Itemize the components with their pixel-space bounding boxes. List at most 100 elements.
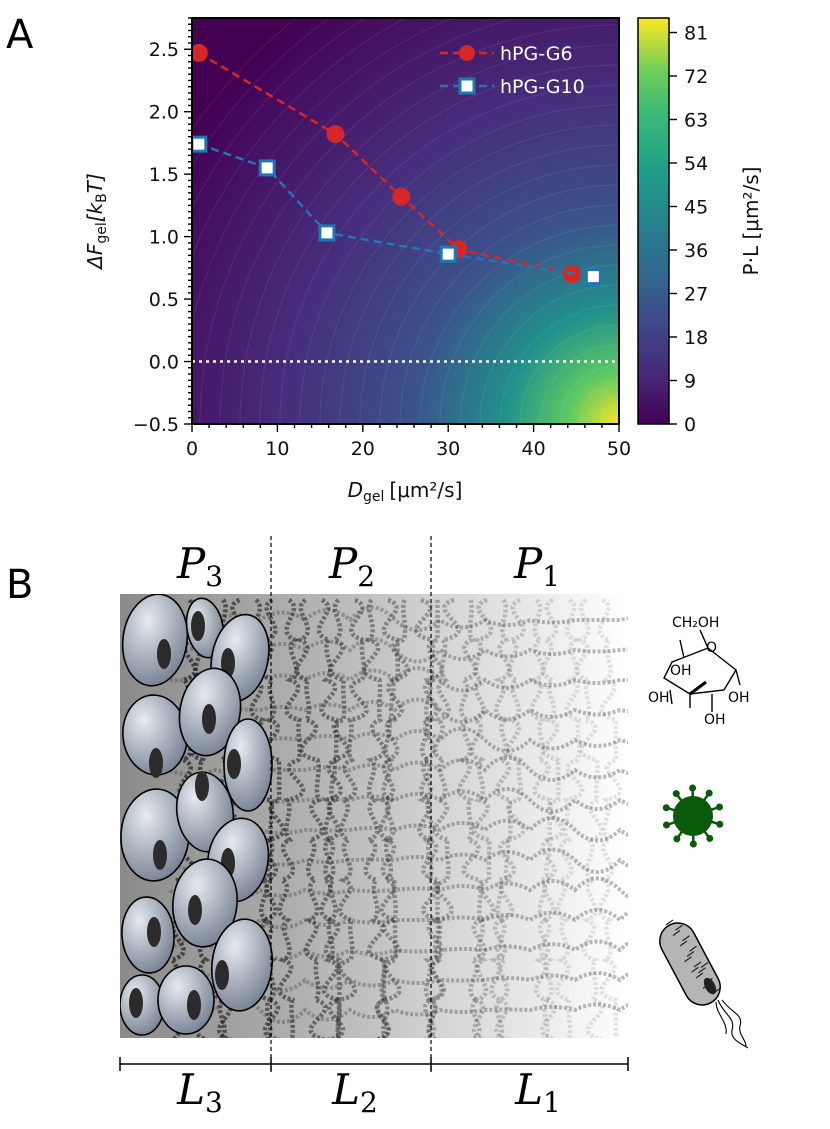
bacterium-flagella [715, 999, 749, 1049]
bacterium-pilus [686, 951, 695, 957]
legend-marker-g10 [458, 77, 476, 95]
glucose-label-ch2oh: CH₂OH [672, 615, 719, 631]
polymer-strand [425, 597, 461, 1038]
virus-spike-tip [689, 784, 697, 792]
cell-nucleus [195, 771, 209, 801]
colorbar-gradient [637, 17, 670, 425]
x-axis-title: Dgel [μm²/s] [348, 478, 463, 505]
polymer-strand [469, 597, 496, 1038]
glucose-label-oh-2: OH [648, 690, 670, 706]
x-axis: 0 10 20 30 40 50 [186, 424, 631, 460]
bacterium-pilus [693, 961, 702, 968]
cell-nucleus [153, 840, 167, 870]
bacterium-pilus [695, 972, 704, 979]
data-point-hpg-g6 [326, 125, 345, 144]
cell-nucleus [149, 748, 163, 778]
virus-capsid [673, 796, 713, 836]
cell-nucleus [202, 704, 216, 734]
virus-particle [662, 784, 724, 848]
virus-spike-tip [689, 840, 697, 848]
bacterium-pilus [679, 940, 688, 947]
length-label-l2: L2 [331, 1065, 378, 1119]
x-tick-label: 10 [265, 438, 289, 460]
glucose-bond [679, 639, 685, 659]
glucose-molecule: CH₂OH O OH OH OH OH [648, 615, 750, 728]
data-point-hpg-g10 [439, 245, 457, 263]
bacterium-pilus [684, 956, 692, 963]
polymer-strand [538, 597, 565, 1038]
glucose-label-oh-3: OH [728, 690, 750, 706]
polymer-strand [168, 787, 628, 814]
cell-nucleus [157, 639, 171, 669]
y-tick-label: −0.5 [133, 414, 179, 436]
glucose-label-oh-4: OH [704, 712, 726, 728]
tissue-schematic [120, 536, 628, 1072]
contour-background [192, 18, 619, 424]
colorbar-tick-label: 18 [684, 327, 708, 349]
polymer-strand [494, 597, 526, 1038]
glucose-label-ring-o: O [706, 640, 717, 656]
bacterium-body [659, 922, 721, 1006]
y-tick-label: 2.0 [149, 102, 179, 124]
polymer-strand [414, 597, 447, 1038]
colorbar-label: P·L [μm²/s] [739, 167, 763, 276]
epithelial-cells [120, 594, 274, 1036]
colorbar-tick-label: 36 [684, 240, 708, 262]
region-label-p3: P3 [176, 539, 223, 593]
bacterium-pilus [665, 919, 674, 926]
polymer-strand [168, 937, 628, 964]
y-tick-label: 1.5 [149, 164, 179, 186]
cell-nucleus [129, 988, 143, 1018]
y-axis: −0.5 0.0 0.5 1.0 1.5 2.0 2.5 [133, 17, 192, 436]
y-tick-label: 0.5 [149, 289, 179, 311]
x-tick-label: 30 [436, 438, 460, 460]
epithelial-cell [210, 918, 274, 1012]
polymer-strand [554, 598, 585, 1038]
polymer-strand [168, 997, 628, 1024]
colorbar: 0 9 18 27 36 45 54 63 72 81 P·L [μm²/s] [637, 17, 763, 436]
x-tick-label: 40 [522, 438, 546, 460]
bacterium [659, 919, 749, 1049]
panel-a-label: A [6, 12, 34, 58]
polymer-strand [168, 847, 628, 874]
bacterium-pilus [672, 930, 681, 936]
colorbar-ticks: 0 9 18 27 36 45 54 63 72 81 [669, 23, 708, 436]
epithelial-cell [157, 965, 215, 1035]
panel-b-label: B [6, 562, 33, 608]
polymer-strand [362, 598, 392, 1038]
virus-spike-tip [672, 790, 680, 798]
glucose-bond [689, 680, 707, 696]
length-scale-bar: L3 L2 L1 [119, 1057, 629, 1119]
region-label-p2: P2 [328, 539, 375, 593]
polymer-strand [375, 599, 411, 1038]
y-axis-title: ΔFgel[kBT] [83, 173, 110, 271]
polymer-strand [377, 597, 404, 1038]
virus-spike-tip [706, 834, 714, 842]
bacterium-pilus [691, 966, 699, 973]
virus-spike-tip [716, 820, 724, 828]
length-label-l3: L3 [176, 1065, 223, 1119]
polymer-strand [168, 876, 628, 903]
bacterium-pilus [682, 935, 690, 942]
virus-spike-tip [673, 835, 681, 843]
data-point-hpg-g10 [258, 159, 276, 177]
plot-frame [191, 17, 620, 425]
glucose-bond [669, 689, 673, 705]
polymer-strand [488, 598, 517, 1038]
legend-label-g6: hPG-G6 [500, 43, 573, 65]
epithelial-cell [172, 858, 238, 948]
colorbar-tick-label: 63 [684, 110, 708, 132]
colorbar-tick-label: 54 [684, 153, 708, 175]
y-tick-label: 0.0 [149, 352, 179, 374]
y-tick-label: 1.0 [149, 227, 179, 249]
cell-nucleus [227, 749, 241, 779]
colorbar-tick-label: 0 [684, 414, 696, 436]
bacterium-pilus [698, 967, 706, 974]
legend: hPG-G6 hPG-G10 [440, 43, 585, 98]
data-point-hpg-g6 [392, 187, 411, 206]
polymer-strand [276, 598, 306, 1038]
polymer-strand [528, 598, 557, 1038]
bacterium-pilus [675, 924, 683, 931]
polymer-strand [574, 598, 605, 1038]
y-tick-label: 2.5 [149, 39, 179, 61]
